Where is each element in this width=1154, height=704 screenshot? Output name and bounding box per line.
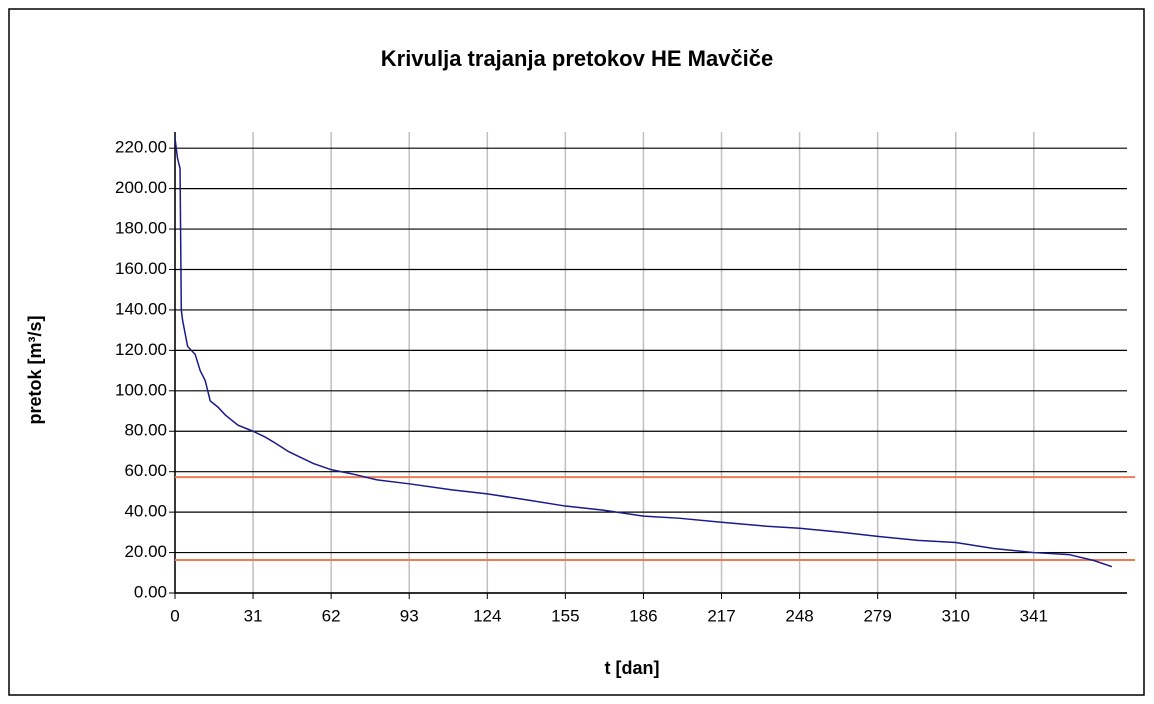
y-axis-label: pretok [m³/s] [25,315,45,424]
x-tick-label: 31 [244,606,263,625]
y-tick-label: 180.00 [115,219,167,238]
x-tick-label: 217 [707,606,735,625]
y-tick-label: 0.00 [134,582,167,601]
line-series [174,137,1113,568]
y-tick-label: 40.00 [124,502,167,521]
x-tick-label: 310 [942,606,970,625]
y-tick-label: 80.00 [124,421,167,440]
x-tick-label: 124 [473,606,501,625]
y-tick-label: 60.00 [124,461,167,480]
x-tick-label: 248 [785,606,813,625]
y-tick-label: 140.00 [115,299,167,318]
y-tick-label: 200.00 [115,178,167,197]
chart-title: Krivulja trajanja pretokov HE Mavčiče [381,46,774,71]
y-tick-label: 100.00 [115,380,167,399]
x-tick-label: 93 [400,606,419,625]
x-tick-label: 186 [629,606,657,625]
y-tick-label: 160.00 [115,259,167,278]
x-tick-label: 155 [551,606,579,625]
y-tick-label: 20.00 [124,542,167,561]
y-tick-label: 220.00 [115,138,167,157]
x-tick-label: 62 [322,606,341,625]
x-axis-label: t [dan] [605,658,660,678]
x-tick-label: 341 [1020,606,1048,625]
x-tick-label: 279 [863,606,891,625]
x-tick-label: 0 [170,606,179,625]
chart-frame [8,8,1145,696]
y-tick-label: 120.00 [115,340,167,359]
